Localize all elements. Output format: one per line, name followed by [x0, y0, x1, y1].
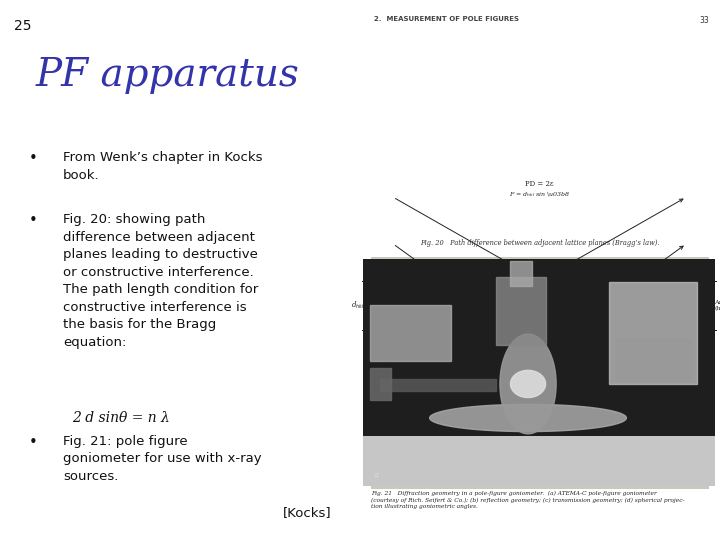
Polygon shape — [609, 282, 697, 384]
Text: a: a — [374, 471, 379, 479]
Polygon shape — [430, 404, 626, 431]
Text: •: • — [29, 213, 37, 228]
Text: 2.  MEASUREMENT OF POLE FIGURES: 2. MEASUREMENT OF POLE FIGURES — [374, 16, 519, 22]
Polygon shape — [510, 370, 546, 397]
Text: •: • — [29, 435, 37, 450]
Text: 2: 2 — [537, 339, 542, 345]
Polygon shape — [380, 380, 496, 391]
Text: Adjacent
(h,k,l): Adjacent (h,k,l) — [714, 300, 720, 311]
Polygon shape — [496, 278, 546, 346]
Text: 33: 33 — [699, 16, 709, 25]
Polygon shape — [616, 339, 690, 380]
Text: 25: 25 — [14, 19, 32, 33]
Text: e: e — [552, 303, 556, 312]
Bar — [371, 35, 709, 238]
Text: PF apparatus: PF apparatus — [36, 57, 300, 94]
Text: [Kocks]: [Kocks] — [282, 507, 331, 519]
Bar — [371, 256, 709, 489]
Text: 1: 1 — [546, 268, 550, 274]
Text: PD = 2ε: PD = 2ε — [526, 180, 554, 188]
Polygon shape — [370, 368, 391, 400]
Text: θ: θ — [448, 264, 453, 273]
Polygon shape — [500, 334, 556, 434]
Polygon shape — [510, 261, 531, 286]
Text: •: • — [29, 151, 37, 166]
Text: e: e — [523, 303, 528, 312]
Text: From Wenk’s chapter in Kocks
book.: From Wenk’s chapter in Kocks book. — [63, 151, 263, 181]
Text: θ: θ — [626, 264, 631, 273]
Text: d$_{hkl}$: d$_{hkl}$ — [351, 300, 365, 311]
Text: Fig. 20: showing path
difference between adjacent
planes leading to destructive
: Fig. 20: showing path difference between… — [63, 213, 258, 349]
Polygon shape — [370, 305, 451, 361]
Text: Fig. 21   Diffraction geometry in a pole-figure goniometer.  (a) ATEMA-C pole-fi: Fig. 21 Diffraction geometry in a pole-f… — [371, 490, 684, 509]
Text: 2 d sinθ = n λ: 2 d sinθ = n λ — [72, 411, 170, 426]
Text: Fig. 20   Path difference between adjacent lattice planes (Bragg’s law).: Fig. 20 Path difference between adjacent… — [420, 239, 660, 247]
Text: F = d$_{hkl}$ sin \u03b8: F = d$_{hkl}$ sin \u03b8 — [509, 190, 570, 199]
Text: Fig. 21: pole figure
goniometer for use with x-ray
sources.: Fig. 21: pole figure goniometer for use … — [63, 435, 261, 483]
